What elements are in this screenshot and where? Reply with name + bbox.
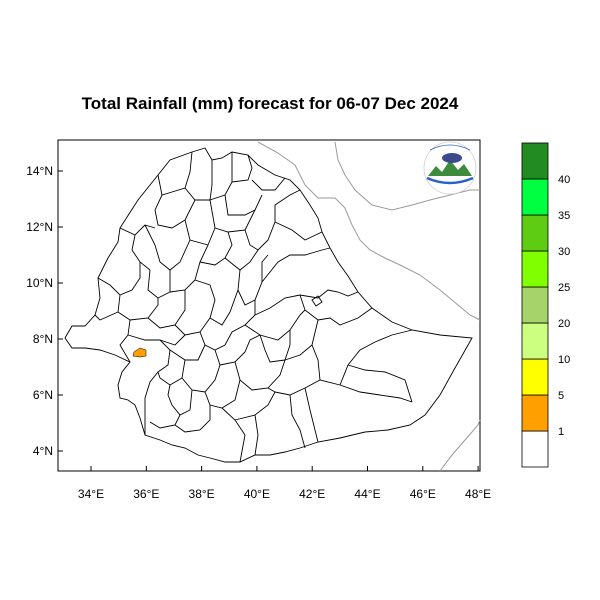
lat-tick-label: 10°N <box>26 276 53 290</box>
legend-colorbar: 1 5 10 20 25 30 35 40 <box>521 142 570 468</box>
legend-swatch <box>521 358 549 396</box>
legend-label: 40 <box>558 174 570 186</box>
legend-swatch <box>521 178 549 216</box>
map-frame <box>57 139 481 472</box>
map-title: Total Rainfall (mm) forecast for 06-07 D… <box>81 94 459 113</box>
lat-tick-label: 4°N <box>33 444 53 458</box>
lat-tick-label: 12°N <box>26 220 53 234</box>
legend-label: 25 <box>558 282 570 294</box>
lon-tick-label: 34°E <box>78 487 104 501</box>
lon-tick-label: 36°E <box>133 487 159 501</box>
lon-tick-label: 48°E <box>465 487 491 501</box>
mountain-icon <box>428 160 472 176</box>
cloud-icon <box>442 153 462 163</box>
lon-tick-label: 40°E <box>244 487 270 501</box>
lon-tick-label: 44°E <box>354 487 380 501</box>
legend-label: 10 <box>558 354 570 366</box>
longitude-axis: 34°E 36°E 38°E 40°E 42°E 44°E 46°E 48°E <box>78 466 491 501</box>
legend-swatch <box>521 250 549 288</box>
lon-tick-label: 46°E <box>410 487 436 501</box>
legend-swatch <box>521 214 549 252</box>
legend-label: 5 <box>558 390 564 402</box>
legend-label: 20 <box>558 318 570 330</box>
country-outline <box>64 147 473 463</box>
legend-swatch <box>521 394 549 432</box>
lon-tick-label: 38°E <box>189 487 215 501</box>
legend-label: 30 <box>558 246 570 258</box>
lat-tick-label: 14°N <box>26 164 53 178</box>
legend-label: 1 <box>558 426 564 438</box>
rainfall-patch <box>132 347 147 358</box>
legend-swatch <box>521 142 549 180</box>
legend-label: 35 <box>558 210 570 222</box>
water-icon <box>426 176 474 185</box>
lon-tick-label: 42°E <box>299 487 325 501</box>
lat-tick-label: 8°N <box>33 332 53 346</box>
emi-logo <box>423 141 477 195</box>
legend-swatch <box>521 322 549 360</box>
legend-swatch <box>521 286 549 324</box>
latitude-axis: 14°N 12°N 10°N 8°N 6°N 4°N <box>26 164 63 458</box>
legend-swatch <box>521 430 549 468</box>
lat-tick-label: 6°N <box>33 388 53 402</box>
ethiopia-boundaries <box>64 147 473 463</box>
